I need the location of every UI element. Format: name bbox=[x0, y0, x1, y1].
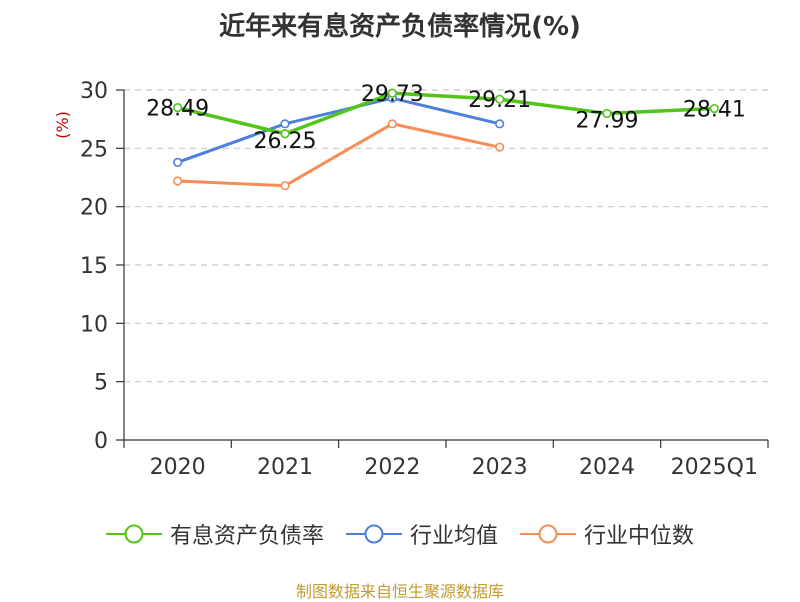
x-tick-label: 2022 bbox=[364, 455, 420, 480]
series-line-2 bbox=[177, 122, 500, 188]
legend-label: 行业均值 bbox=[409, 524, 498, 549]
data-point bbox=[173, 103, 183, 113]
legend-item-series-1[interactable]: 行业均值 bbox=[345, 518, 498, 550]
x-tick-label: 2025Q1 bbox=[671, 455, 758, 480]
series-line-1 bbox=[177, 96, 501, 164]
data-point bbox=[495, 119, 505, 129]
data-label: 26.25 bbox=[254, 129, 317, 154]
axes: 0 5 10 15 20 25 30 2020 2021 2022 2023 2024 2025Q1 bbox=[80, 79, 769, 480]
data-point bbox=[280, 181, 290, 191]
data-point bbox=[495, 142, 505, 152]
y-tick-label: 25 bbox=[80, 137, 108, 162]
data-point bbox=[709, 103, 719, 114]
data-point bbox=[387, 88, 397, 98]
data-point bbox=[173, 176, 183, 186]
legend-item-series-0[interactable]: 有息资产负债率 bbox=[105, 518, 324, 550]
y-tick-label: 20 bbox=[80, 196, 108, 221]
data-label: 27.99 bbox=[576, 108, 639, 133]
legend-label: 行业中位数 bbox=[584, 524, 695, 549]
data-label: 28.41 bbox=[683, 98, 746, 123]
y-axis-label: (%) bbox=[53, 111, 72, 139]
x-tick-label: 2024 bbox=[579, 455, 635, 480]
series-line-0 bbox=[177, 91, 715, 136]
y-tick-label: 5 bbox=[94, 371, 108, 396]
legend-line-icon bbox=[345, 524, 402, 544]
data-point bbox=[495, 94, 505, 104]
data-point bbox=[387, 119, 397, 129]
grid-lines bbox=[124, 89, 768, 383]
y-tick-label: 15 bbox=[80, 254, 108, 279]
x-tick-label: 2023 bbox=[472, 455, 528, 480]
source-note: 制图数据来自恒生聚源数据库 bbox=[295, 582, 504, 601]
legend-label: 有息资产负债率 bbox=[169, 524, 324, 549]
data-point bbox=[280, 119, 290, 129]
x-tick-label: 2020 bbox=[150, 455, 206, 480]
legend-line-icon bbox=[520, 524, 576, 544]
y-tick-label: 30 bbox=[80, 79, 108, 104]
data-label: 29.73 bbox=[361, 82, 424, 107]
x-tick-label: 2021 bbox=[257, 455, 313, 480]
y-tick-label: 10 bbox=[80, 312, 108, 337]
data-point bbox=[602, 108, 612, 119]
legend-item-series-2[interactable]: 行业中位数 bbox=[520, 518, 694, 550]
series-lines bbox=[173, 88, 719, 191]
y-tick-label: 0 bbox=[94, 429, 108, 454]
data-labels: 28.49 26.25 29.73 29.21 27.99 28.41 bbox=[146, 82, 746, 154]
legend-line-icon bbox=[105, 524, 162, 544]
data-point bbox=[173, 157, 183, 167]
data-label: 29.21 bbox=[468, 88, 531, 113]
chart-title: 近年来有息资产负债率情况(%) bbox=[219, 12, 581, 42]
data-point bbox=[280, 129, 290, 139]
data-label: 28.49 bbox=[146, 97, 209, 122]
legend: 有息资产负债率 行业均值 行业中位数 bbox=[0, 518, 800, 550]
